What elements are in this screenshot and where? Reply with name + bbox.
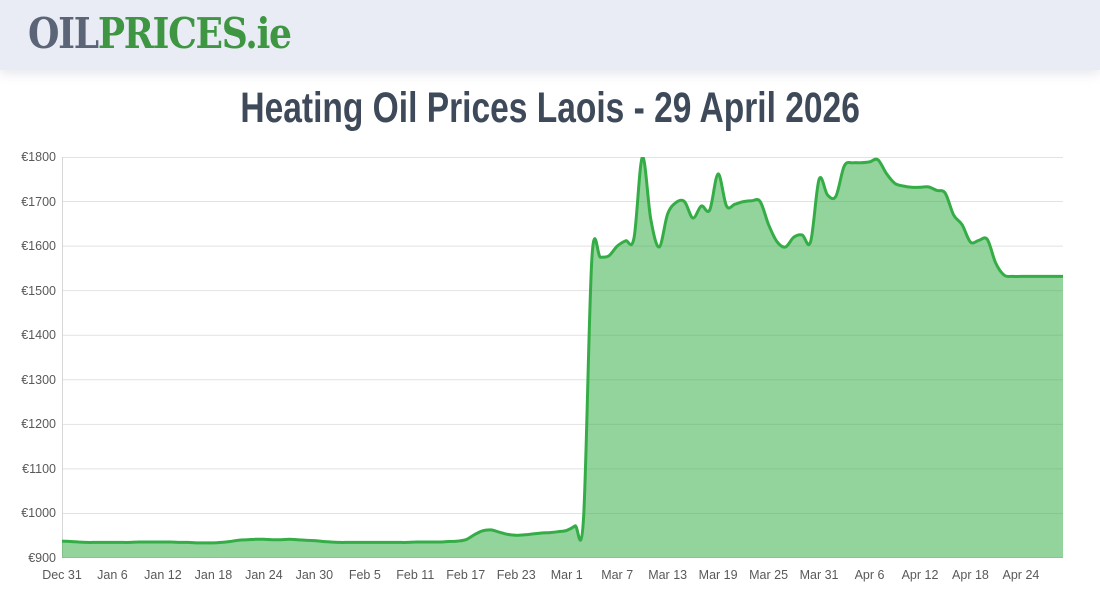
- x-tick-label: Apr 24: [1002, 568, 1040, 582]
- x-tick-label: Jan 24: [245, 568, 283, 582]
- x-tick-label: Apr 6: [854, 568, 885, 582]
- logo-text-oil: OIL: [28, 9, 99, 58]
- site-logo[interactable]: OILPRICES.ie: [28, 13, 292, 55]
- x-tick-label: Mar 1: [550, 568, 583, 582]
- chart-title-text: Heating Oil Prices Laois - 29 April 2026: [240, 84, 860, 132]
- x-tick-label: Mar 7: [601, 568, 634, 582]
- x-tick-label: Feb 5: [348, 568, 381, 582]
- price-chart: €900 €1000 €1100 €1200 €1300 €1400 €1500 €1600 €…: [0, 145, 1100, 600]
- x-tick-label: Mar 13: [648, 568, 688, 582]
- x-tick-label: Apr 12: [901, 568, 939, 582]
- x-tick-label: Feb 17: [446, 568, 486, 582]
- y-tick-label: €900: [28, 551, 56, 565]
- y-tick-label: €1500: [21, 283, 56, 298]
- price-chart-plot[interactable]: [62, 157, 1063, 558]
- x-tick-label: Dec 31: [42, 568, 82, 582]
- x-tick-label: Jan 18: [194, 568, 233, 582]
- x-tick-label: Apr 18: [952, 568, 989, 582]
- y-tick-label: €1800: [21, 150, 56, 164]
- y-tick-label: €1400: [21, 328, 56, 343]
- x-tick-label: Feb 23: [496, 568, 536, 582]
- y-tick-label: €1700: [21, 194, 56, 209]
- site-header: OILPRICES.ie: [0, 0, 1100, 70]
- y-tick-label: €1100: [22, 461, 56, 476]
- price-area-fill: [62, 157, 1063, 558]
- y-tick-label: €1200: [21, 417, 56, 432]
- logo-text-tld: .ie: [245, 9, 292, 58]
- chart-title: Heating Oil Prices Laois - 29 April 2026: [0, 84, 1100, 133]
- x-tick-label: Jan 12: [144, 568, 182, 582]
- x-tick-label: Jan 30: [295, 568, 334, 582]
- price-line: [62, 157, 1063, 545]
- y-tick-label: €1000: [21, 506, 56, 521]
- x-tick-label: Mar 19: [698, 568, 738, 582]
- x-tick-label: Jan 6: [97, 568, 128, 582]
- y-tick-label: €1300: [21, 372, 56, 387]
- y-tick-label: €1600: [21, 239, 56, 254]
- logo-text-prices: PRICES: [97, 9, 247, 58]
- x-tick-label: Mar 25: [749, 568, 789, 582]
- x-tick-label: Mar 31: [799, 568, 839, 582]
- x-tick-label: Feb 11: [396, 568, 435, 582]
